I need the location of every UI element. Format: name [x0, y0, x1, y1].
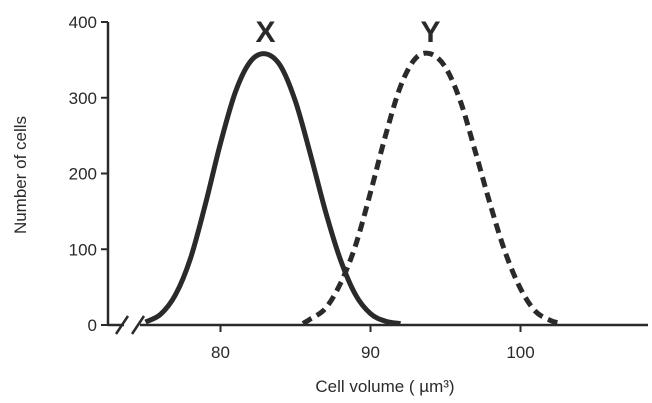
x-tick-label: 90 [361, 343, 380, 362]
y-axis-title: Number of cells [11, 116, 30, 234]
series-x-label: X [255, 16, 275, 49]
axis-break-mark [130, 315, 146, 335]
x-tick-label: 100 [506, 343, 534, 362]
x-axis-title: Cell volume ( µm³) [315, 377, 454, 396]
x-tick-label: 80 [211, 343, 230, 362]
series-x-line [144, 51, 401, 326]
y-tick-label: 200 [69, 165, 97, 184]
y-tick-label: 300 [69, 89, 97, 108]
y-tick-label: 100 [69, 240, 97, 259]
axis-break-mark [114, 315, 130, 335]
y-tick-label: 0 [88, 316, 97, 335]
series-y-line [301, 50, 559, 326]
axes: 0 100 200 300 400 80 90 100 [69, 13, 648, 362]
series-layer [144, 50, 559, 326]
y-tick-label: 400 [69, 13, 97, 32]
series-y-label: Y [420, 16, 440, 49]
